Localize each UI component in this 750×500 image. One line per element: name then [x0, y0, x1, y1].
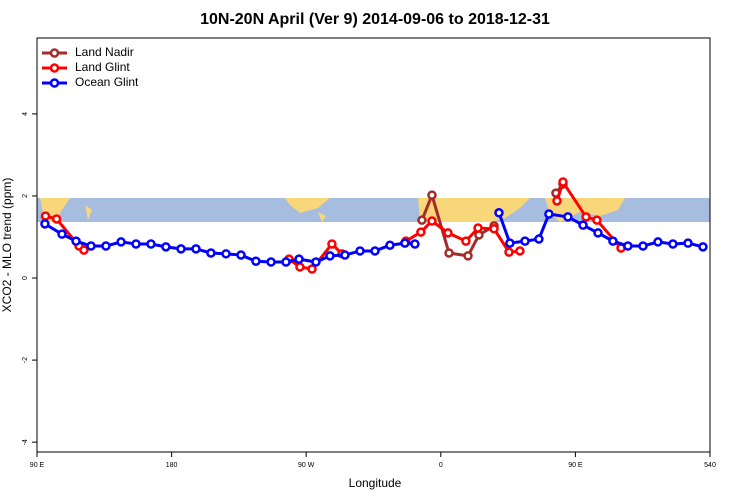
data-point	[370, 246, 380, 256]
x-tick-label: 90 E	[30, 462, 45, 469]
data-point	[116, 237, 126, 247]
data-point	[489, 224, 499, 234]
x-tick-label: 90 E	[568, 462, 583, 469]
data-point	[294, 254, 304, 264]
data-point	[221, 249, 231, 259]
data-point	[355, 246, 365, 256]
data-point	[520, 236, 530, 246]
data-point	[146, 239, 156, 249]
y-axis-label: XCO2 - MLO trend (ppm)	[0, 178, 14, 313]
data-point	[581, 212, 591, 222]
legend-label: Land Glint	[75, 60, 130, 74]
data-point	[552, 196, 562, 206]
data-point	[653, 237, 663, 247]
data-point	[463, 251, 473, 261]
data-point	[544, 209, 554, 219]
data-point	[79, 245, 89, 255]
data-point	[444, 248, 454, 258]
data-point	[416, 227, 426, 237]
x-tick-label: 180	[166, 462, 178, 469]
data-point	[592, 215, 602, 225]
data-point	[505, 238, 515, 248]
y-tick-label: 2	[22, 194, 29, 198]
data-point	[698, 242, 708, 252]
y-tick-label: 4	[22, 112, 29, 116]
data-point	[71, 236, 81, 246]
data-point	[515, 246, 525, 256]
data-point	[638, 241, 648, 251]
legend-swatch-point	[49, 48, 60, 58]
data-point	[206, 248, 216, 258]
data-point	[266, 257, 276, 267]
legend-swatch-point	[49, 78, 60, 88]
data-point	[325, 251, 335, 261]
data-point	[427, 216, 437, 226]
data-point	[40, 219, 50, 229]
x-axis-label: Longitude	[349, 476, 402, 490]
data-point	[51, 214, 62, 224]
data-point	[427, 190, 437, 200]
data-point	[534, 234, 544, 244]
data-point	[86, 241, 96, 251]
map-strip	[37, 198, 710, 222]
data-point	[473, 223, 483, 233]
data-point	[593, 228, 603, 238]
chart-title: 10N-20N April (Ver 9) 2014-09-06 to 2018…	[200, 11, 550, 28]
data-point	[40, 211, 51, 221]
x-tick-label: 540	[704, 462, 716, 469]
data-point	[461, 236, 471, 246]
y-tick-label: -2	[22, 357, 29, 363]
data-point	[191, 244, 201, 254]
data-point	[558, 177, 568, 187]
data-point	[683, 238, 693, 248]
data-point	[57, 229, 67, 239]
data-point	[236, 250, 246, 260]
data-point	[443, 228, 453, 238]
x-tick-label: 0	[439, 462, 443, 469]
y-tick-label: 0	[22, 276, 29, 280]
data-point	[251, 256, 261, 266]
data-point	[340, 250, 350, 260]
legend-swatch-point	[49, 63, 60, 73]
data-point	[668, 239, 678, 249]
data-point	[131, 239, 141, 249]
data-point	[608, 236, 618, 246]
data-point	[623, 241, 633, 251]
data-point	[327, 239, 337, 249]
data-point	[410, 239, 420, 249]
data-point	[563, 212, 573, 222]
data-point	[295, 262, 305, 272]
legend-label: Ocean Glint	[75, 75, 139, 89]
data-point	[417, 215, 427, 225]
data-point	[385, 240, 395, 250]
x-tick-label: 90 W	[298, 462, 315, 469]
data-point	[161, 242, 171, 252]
legend-label: Land Nadir	[75, 45, 134, 59]
y-tick-label: -4	[22, 439, 29, 445]
data-point	[281, 257, 291, 267]
data-point	[176, 244, 186, 254]
data-point	[307, 264, 317, 274]
data-point	[578, 220, 588, 230]
data-point	[101, 241, 111, 251]
data-point	[504, 247, 514, 257]
data-point	[494, 208, 504, 218]
data-point	[400, 238, 410, 248]
plot-box	[36, 37, 711, 453]
data-point	[311, 257, 321, 267]
